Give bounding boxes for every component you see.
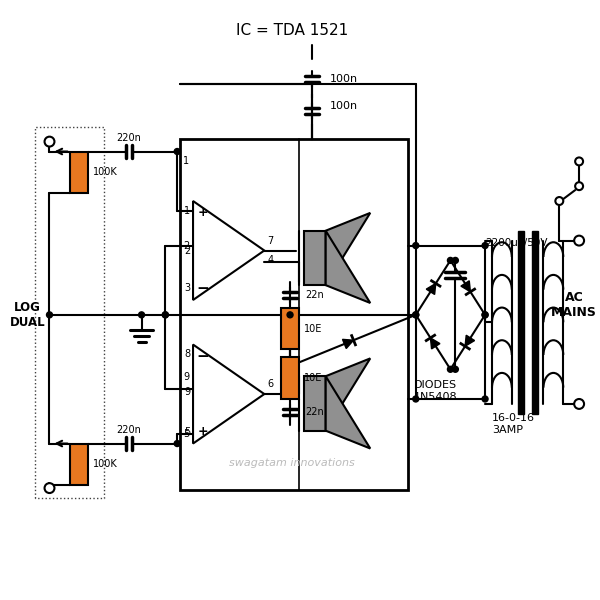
Polygon shape [465,335,475,346]
Text: swagatam innovations: swagatam innovations [229,458,355,469]
Circle shape [556,197,563,205]
Circle shape [482,312,488,318]
Text: −: − [197,349,209,364]
Bar [304,376,326,431]
Circle shape [482,396,488,402]
Text: 5: 5 [184,427,190,437]
Text: AC
MAINS: AC MAINS [551,291,597,319]
Circle shape [47,312,52,318]
Polygon shape [461,281,470,292]
Text: 2: 2 [183,241,190,251]
Circle shape [413,396,419,402]
Bar [281,308,299,349]
Text: IC = TDA 1521: IC = TDA 1521 [236,23,348,38]
Text: 100n: 100n [329,101,358,111]
Text: 2: 2 [184,245,190,256]
Polygon shape [430,338,440,349]
Text: 220n: 220n [116,425,141,434]
Circle shape [44,483,55,493]
Circle shape [452,257,458,263]
Circle shape [44,137,55,146]
Text: 16-0-16
3AMP: 16-0-16 3AMP [492,413,535,434]
Bar [180,139,408,490]
Bar [281,358,299,399]
Text: 3: 3 [184,283,190,293]
Text: 100K: 100K [93,460,118,469]
Circle shape [452,367,458,372]
Circle shape [287,312,293,318]
Circle shape [575,182,583,190]
Bar [518,231,524,414]
Text: 7: 7 [267,236,274,245]
Text: 22n: 22n [305,407,323,417]
Text: 2200uF/50V: 2200uF/50V [485,238,548,248]
Polygon shape [326,358,370,431]
Text: 10E: 10E [304,373,322,383]
Text: 9: 9 [183,372,189,382]
Bar [70,152,88,193]
Text: DIODES
1N5408: DIODES 1N5408 [414,380,457,402]
Bar [532,231,538,414]
Bar [70,443,88,485]
Text: 8: 8 [184,349,190,359]
Circle shape [448,257,454,263]
Circle shape [574,399,584,409]
Bar [304,231,326,285]
Polygon shape [326,213,370,285]
Circle shape [448,367,454,372]
Polygon shape [326,231,370,303]
Text: 4: 4 [267,256,274,265]
Polygon shape [326,376,370,448]
Text: 6: 6 [267,379,274,389]
Circle shape [482,242,488,248]
Text: 9: 9 [184,387,190,397]
Circle shape [413,312,419,318]
Circle shape [574,236,584,245]
Polygon shape [426,283,436,295]
Circle shape [174,440,180,446]
Text: +: + [197,425,208,438]
Polygon shape [193,344,265,443]
Text: −: − [197,281,209,296]
Polygon shape [343,340,353,349]
Text: 5: 5 [183,428,190,439]
Circle shape [413,242,419,248]
Circle shape [482,312,488,318]
Circle shape [139,312,145,318]
Text: +: + [197,206,208,220]
Text: 220n: 220n [116,133,141,143]
Circle shape [575,157,583,166]
Polygon shape [193,201,265,300]
Circle shape [163,312,168,318]
Circle shape [163,312,168,318]
Circle shape [413,312,419,318]
Text: LOG
DUAL: LOG DUAL [10,301,46,329]
Text: 100n: 100n [329,74,358,84]
Text: 100K: 100K [93,167,118,177]
Text: 1: 1 [184,206,190,216]
Text: 10E: 10E [304,324,322,334]
Circle shape [174,149,180,154]
Text: 1: 1 [183,157,189,166]
Text: 22n: 22n [305,290,323,300]
